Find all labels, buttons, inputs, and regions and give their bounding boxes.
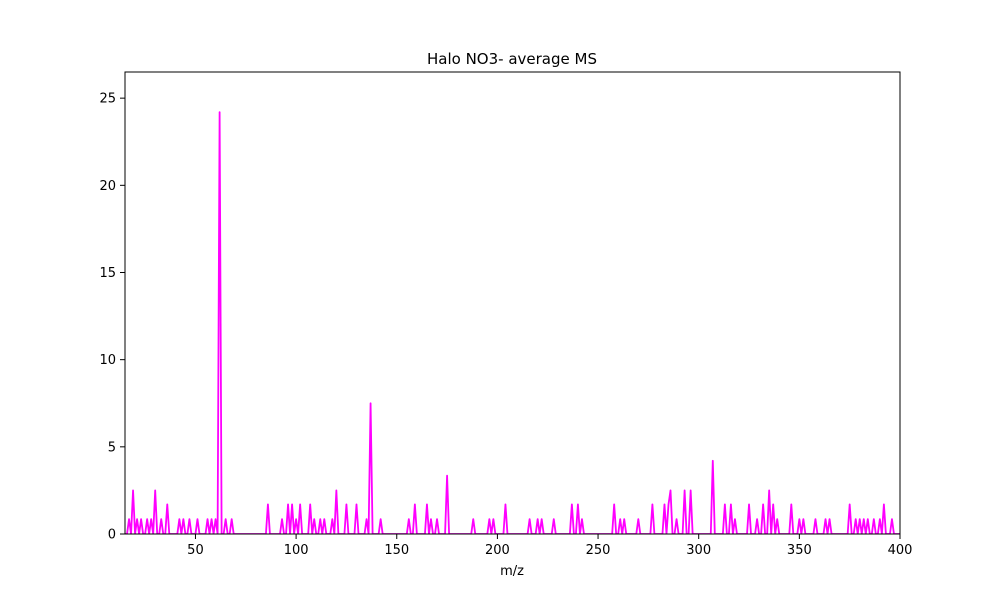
x-tick-label: 200 [485,543,510,558]
x-tick-label: 50 [187,543,204,558]
y-tick-label: 5 [108,440,116,455]
x-tick-label: 300 [686,543,711,558]
plot-frame [124,71,901,535]
x-tick-label: 350 [787,543,812,558]
series-line [125,111,900,534]
y-tick-label: 20 [99,179,116,194]
y-axis-ticks: 0 5 10 15 20 25 [99,92,125,543]
y-tick-label: 0 [108,528,116,543]
chart-title: Halo NO3- average MS [427,50,597,68]
x-axis-label: m/z [500,564,524,579]
y-tick-label: 15 [99,266,116,281]
x-tick-label: 400 [888,543,913,558]
y-tick-label: 10 [99,353,116,368]
x-tick-label: 150 [384,543,409,558]
plot-area [124,71,901,535]
x-axis-ticks: 50 100 150 200 250 300 350 400 [187,534,912,558]
y-tick-label: 25 [99,92,116,107]
x-tick-label: 250 [586,543,611,558]
x-tick-label: 100 [284,543,309,558]
